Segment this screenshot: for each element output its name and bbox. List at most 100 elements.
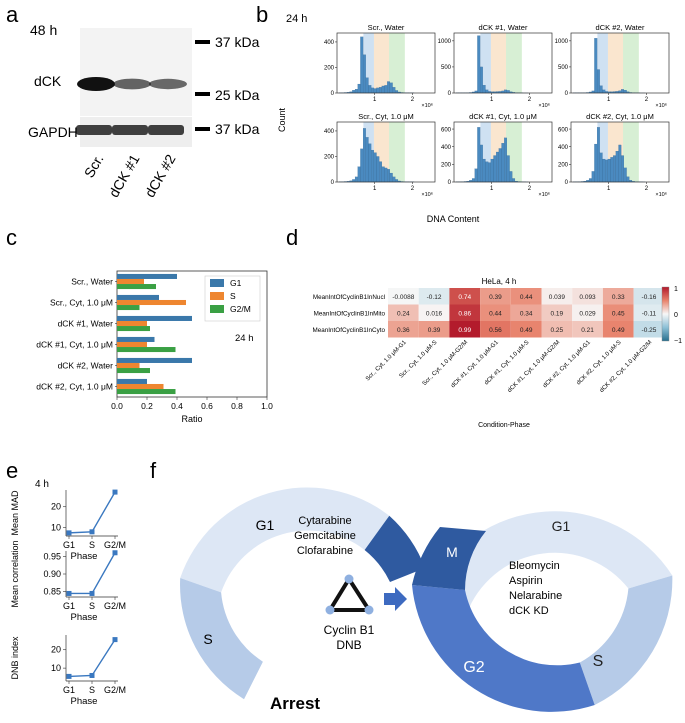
right-ring-g2-segment [412, 585, 595, 712]
histogram-bar [506, 90, 510, 94]
histogram-title: Scr., Water [368, 23, 405, 32]
histogram-title: dCK #1, Cyt, 1.0 μM [469, 112, 537, 121]
histogram-bar [597, 69, 600, 94]
histogram-ytick: 600 [441, 127, 452, 133]
right-ring-g1-segment [427, 511, 673, 608]
heatmap-cell-value: 0.34 [520, 310, 533, 317]
histogram-bar [389, 172, 393, 183]
histogram-bar [602, 158, 606, 183]
histogram-bar [594, 143, 598, 183]
heatmap-cell-value: 0.86 [458, 310, 471, 317]
left-drug-cytarabine: Cytarabine [298, 515, 351, 527]
histogram-xtick: 2 [528, 97, 532, 103]
histogram-bar [482, 85, 486, 94]
histogram-ytick: 400 [324, 129, 335, 135]
heatmap-cell-value: 0.99 [458, 327, 471, 334]
heatmap-cell-value: -0.0088 [392, 294, 414, 301]
heatmap-cell [388, 304, 419, 321]
gapdh-band-2 [112, 125, 148, 135]
cyclin-b1-label: Cyclin B1 [324, 623, 375, 637]
histogram-bar [488, 162, 491, 183]
heatmap-cell-value: 0.39 [489, 294, 502, 301]
heatmap-cell-value: 0.21 [581, 327, 594, 334]
histogram-bar [373, 152, 377, 183]
histogram-bar [363, 54, 366, 94]
histogram-ytick: 0 [448, 91, 452, 97]
histogram-bar [381, 85, 385, 94]
gate-region [607, 33, 624, 93]
histogram-ytick: 400 [324, 40, 335, 46]
heatmap-cell [602, 321, 634, 338]
histogram-bar [354, 89, 358, 94]
bar-xtick: 0.6 [201, 401, 213, 411]
lane-label-dck1: dCK #1 [105, 151, 142, 200]
gate-region [506, 33, 522, 93]
heatmap-cell [480, 321, 511, 338]
histogram-xtick: 1 [607, 186, 611, 192]
dck-band-2 [113, 78, 151, 90]
lane-label-scr: Scr. [81, 152, 107, 181]
heatmap-cell-value: 0.74 [458, 294, 471, 301]
histogram-x-exponent: ×10⁶ [538, 102, 550, 109]
bar-g2-m [117, 305, 140, 311]
left-drug-clofarabine: Clofarabine [297, 545, 353, 557]
histogram-bar [512, 178, 516, 183]
histogram-bar [376, 87, 380, 94]
histogram-title: dCK #2, Water [596, 23, 645, 32]
left-ring-s-label: S [203, 631, 212, 647]
histogram-bar [389, 82, 393, 94]
gapdh-band-3 [148, 125, 184, 135]
histogram-bar [626, 176, 630, 183]
histogram-bar [357, 166, 361, 183]
line-plot-ytick: 20 [51, 502, 61, 512]
bar-g1 [117, 378, 147, 384]
heatmap-cell-value: -0.12 [427, 294, 442, 301]
histogram-bar [607, 158, 611, 183]
histogram-bar [594, 38, 598, 94]
gate-region [623, 122, 639, 182]
histogram-xtick: 1 [373, 97, 377, 103]
colorbar-tick-max: 1 [674, 286, 678, 293]
gapdh-band-1 [76, 125, 112, 135]
gate-region [389, 33, 405, 93]
bar-g1 [117, 315, 192, 321]
heatmap-cell [480, 288, 511, 305]
histogram-x-exponent: ×10⁶ [421, 102, 433, 109]
histogram-subplot-3: dCK #2, Water 0 500 1000 1 2 ×10⁶ [555, 23, 670, 109]
bar-g1 [117, 336, 155, 342]
bar-s [117, 320, 147, 327]
histogram-bar [480, 144, 483, 183]
legend-label: G1 [230, 278, 242, 288]
histogram-ytick: 200 [558, 163, 569, 169]
histogram-x-exponent: ×10⁶ [655, 191, 667, 198]
histogram-bar [360, 148, 364, 183]
bar-g2-m [117, 368, 150, 374]
bar-g2-m [117, 326, 150, 332]
bar-chart-xlabel: Ratio [181, 414, 202, 424]
histogram-bar [588, 178, 592, 183]
bar-xtick: 0.4 [171, 401, 183, 411]
histogram-ytick: 500 [441, 65, 452, 71]
histogram-xlabel: DNA Content [427, 214, 480, 224]
histogram-bar [613, 155, 616, 183]
histogram-xtick: 2 [645, 186, 649, 192]
histogram-ylabel: Count [277, 108, 287, 133]
heatmap-col-label: dCK #2, Cyt, 1.0 μM-G2/M [599, 340, 653, 394]
histogram-ytick: 200 [324, 155, 335, 161]
panel-label-a: a [6, 2, 19, 27]
heatmap-cell [418, 288, 450, 305]
dck-bands [77, 77, 187, 91]
gate-region [480, 122, 491, 182]
bar-category-label: Scr., Water [71, 277, 113, 287]
histogram-xtick: 1 [490, 97, 494, 103]
histogram-subplot-4: Scr., Cyt, 1.0 μM 0 200 400 1 2 ×10⁶ [324, 112, 436, 198]
dck-blot-membrane [80, 28, 192, 116]
histogram-time-label: 24 h [286, 13, 307, 25]
histogram-bar [477, 35, 481, 94]
heatmap-cell-value: 0.039 [549, 294, 566, 301]
histogram-bar [618, 144, 622, 183]
histogram-title: dCK #2, Cyt, 1.0 μM [586, 112, 654, 121]
panel-f-cell-cycle-schematic: G1 S G1 M G2 S Cytarabine Gemcitabine Cl… [180, 487, 673, 713]
line-plot-ylabel: Mean MAD [10, 490, 20, 536]
histogram-ytick: 0 [565, 180, 569, 186]
